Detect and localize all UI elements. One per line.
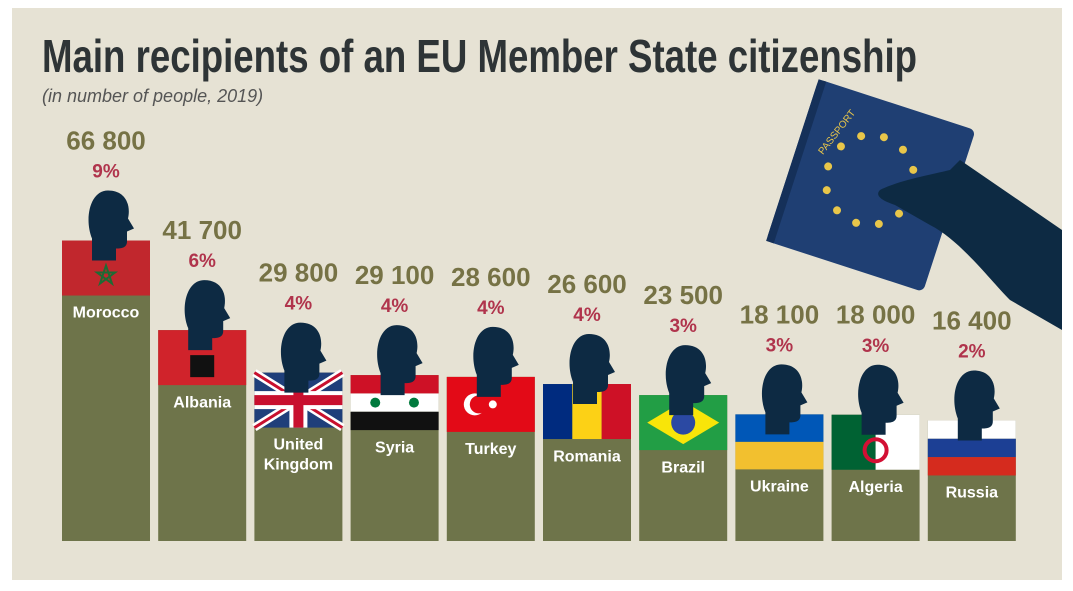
flag-part: [254, 395, 343, 406]
head: [184, 280, 231, 351]
head: [569, 334, 615, 405]
value-label: 29 100: [355, 260, 435, 290]
head: [665, 345, 712, 416]
flag-part: [469, 395, 488, 414]
flag-part: [862, 437, 889, 464]
flag-part: [601, 384, 631, 440]
head: [858, 364, 904, 435]
category-label: Russia: [946, 485, 999, 502]
share-label: 6%: [188, 251, 216, 272]
value-label: 23 500: [643, 280, 723, 310]
flag-part: [927, 457, 1016, 476]
share-label: 4%: [285, 294, 313, 315]
value-label: 16 400: [932, 305, 1012, 335]
category-label: Brazil: [661, 459, 705, 476]
flag-part: [543, 384, 573, 440]
chart-title: Main recipients of an EU Member State ci…: [42, 30, 917, 82]
value-label: 66 800: [66, 125, 146, 155]
flag-part: [190, 355, 215, 378]
category-label: Albania: [173, 394, 231, 411]
value-label: 26 600: [547, 269, 627, 299]
head: [377, 325, 423, 396]
head: [954, 370, 1000, 441]
category-label: United Kingdom: [264, 437, 333, 474]
flag-part: [671, 410, 696, 435]
head: [88, 190, 134, 261]
share-label: 4%: [381, 296, 409, 317]
category-label: Syria: [375, 439, 414, 456]
flag-part: [93, 262, 119, 287]
value-label: 29 800: [259, 257, 339, 287]
head: [761, 364, 808, 435]
flag-part: [350, 393, 439, 412]
passport-illustration: PASSPORT: [766, 79, 1062, 330]
chart-subtitle: (in number of people, 2019): [42, 86, 263, 106]
share-label: 4%: [477, 298, 505, 319]
flag-part: [408, 397, 419, 408]
share-label: 3%: [669, 316, 697, 337]
share-label: 3%: [766, 335, 794, 356]
category-label: Turkey: [465, 441, 516, 458]
share-label: 3%: [862, 336, 890, 357]
flag-part: [735, 441, 824, 470]
flag-part: [927, 438, 1016, 458]
flag-part: [488, 400, 497, 409]
share-label: 9%: [92, 162, 120, 183]
category-label: Romania: [553, 448, 621, 465]
category-label: Algeria: [848, 479, 902, 496]
category-label: Morocco: [73, 305, 140, 322]
head: [280, 322, 327, 393]
flag-part: [350, 411, 439, 431]
share-label: 4%: [573, 305, 601, 326]
flag-part: [370, 397, 381, 408]
category-label: Ukraine: [750, 479, 809, 496]
value-label: 28 600: [451, 262, 531, 292]
value-label: 41 700: [162, 215, 242, 245]
value-label: 18 100: [740, 299, 820, 329]
value-label: 18 000: [836, 300, 916, 330]
share-label: 2%: [958, 341, 986, 362]
head: [473, 326, 519, 397]
